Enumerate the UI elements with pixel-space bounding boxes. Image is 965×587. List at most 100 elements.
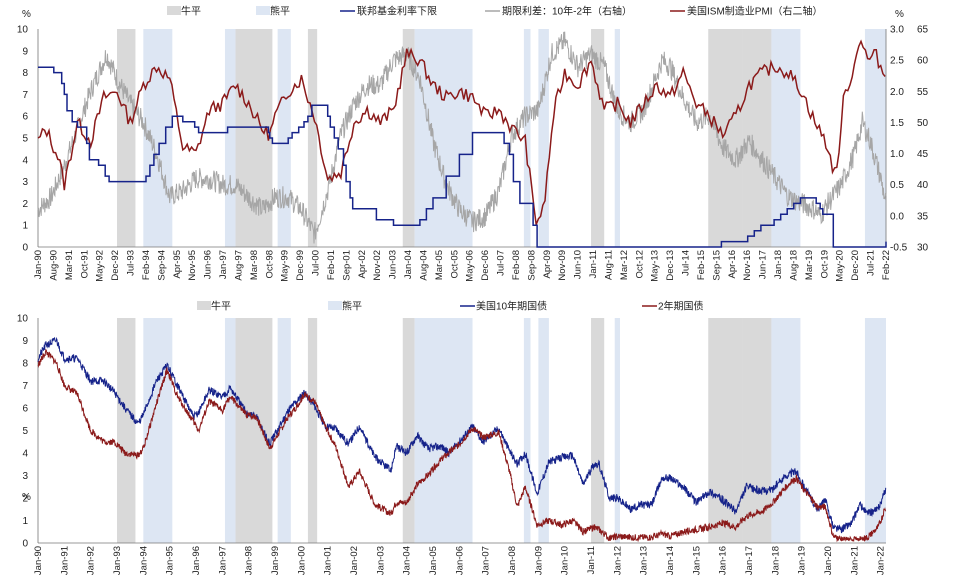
x-tick-label: Jan-22 <box>876 546 887 575</box>
x-tick-label: Dec-20 <box>850 250 861 281</box>
x-tick-label: Aug-97 <box>233 250 244 281</box>
left-unit-label: % <box>22 9 31 20</box>
x-tick-label: Jan-96 <box>191 546 202 575</box>
x-tick-label: Jan-13 <box>639 546 650 575</box>
x-tick-label: Oct-91 <box>79 250 90 279</box>
x-tick-label: Jun-10 <box>573 250 584 279</box>
right2-tick-label: 40 <box>917 180 929 191</box>
legend-bear-label: 熊平 <box>342 300 362 313</box>
bull-flat-band <box>402 318 415 543</box>
x-tick-label: Apr-16 <box>727 250 738 279</box>
term-spread-line <box>37 31 887 244</box>
legend-spread-label: 期限利差：10年-2年（右轴） <box>502 5 632 18</box>
x-tick-label: Feb-94 <box>141 250 152 280</box>
left-tick-label: 0 <box>22 243 28 254</box>
x-tick-label: Jan-99 <box>270 546 281 575</box>
left-tick-label: 4 <box>22 449 28 460</box>
bear-flat-band <box>864 29 886 247</box>
x-tick-label: Oct-05 <box>449 250 460 279</box>
x-tick-label: Aug-90 <box>48 250 59 281</box>
bull-flat-band <box>591 318 605 543</box>
x-tick-label: Sep-01 <box>341 250 352 281</box>
left-tick-label: 9 <box>22 336 28 347</box>
x-tick-label: Jan-97 <box>217 546 228 575</box>
legend-pmi-label: 美国ISM制造业PMI（右二轴） <box>687 5 823 18</box>
legend-bull-label: 牛平 <box>211 300 231 313</box>
right2-tick-label: 55 <box>917 87 929 98</box>
x-tick-label: Jan-08 <box>507 546 518 575</box>
x-tick-label: Mar-05 <box>434 250 445 280</box>
left-tick-label: 3 <box>22 471 28 482</box>
right-tick-label: -0.5 <box>890 243 908 254</box>
x-tick-label: May-20 <box>835 250 846 282</box>
right-tick-label: 0.0 <box>890 211 904 222</box>
left-tick-label: 5 <box>22 426 28 437</box>
right-tick-label: 2.5 <box>890 56 904 67</box>
bear-flat-band <box>771 318 801 543</box>
x-tick-label: Jan-17 <box>744 546 755 575</box>
bear-flat-band <box>523 29 531 247</box>
bear-flat-band <box>614 318 621 543</box>
bear-flat-band <box>538 318 549 543</box>
legend-bear-label: 熊平 <box>270 5 290 18</box>
x-tick-label: Jan-98 <box>244 546 255 575</box>
x-tick-label: Jan-90 <box>33 546 44 575</box>
bull-flat-band <box>117 29 136 247</box>
x-tick-label: Sep-15 <box>711 250 722 281</box>
x-tick-label: Oct-98 <box>264 250 275 279</box>
bear-flat-band <box>614 29 621 247</box>
x-tick-label: Mar-12 <box>619 250 630 280</box>
left-tick-label: 4 <box>22 155 28 166</box>
left-tick-label: 5 <box>22 134 28 145</box>
x-tick-label: Jan-94 <box>138 546 149 575</box>
x-tick-label: Oct-12 <box>634 250 645 279</box>
x-tick-label: Jan-95 <box>165 546 176 575</box>
x-tick-label: Sep-94 <box>156 250 167 281</box>
right2-tick-label: 45 <box>917 149 929 160</box>
fed-funds-floor-line <box>38 66 887 248</box>
treasury-10y-line <box>37 336 887 534</box>
x-tick-label: Jan-00 <box>296 546 307 575</box>
x-tick-label: Jan-15 <box>691 546 702 575</box>
x-tick-label: Jan-91 <box>59 546 70 575</box>
legend-bear-swatch <box>328 301 342 310</box>
bull-flat-band <box>591 29 605 247</box>
x-tick-label: Jan-03 <box>375 546 386 575</box>
legend-fed-label: 联邦基金利率下限 <box>357 5 437 18</box>
legend-bull-swatch <box>167 6 181 15</box>
bottom-chart: 0 1 2 3 4 5 6 7 8 9 10% Jan-90 Jan-91 Jan-92 Jan-93 Jan… <box>17 300 887 576</box>
x-tick-label: Jul-07 <box>496 250 507 276</box>
x-tick-label: Aug-11 <box>603 250 614 280</box>
bull-flat-band <box>742 29 772 247</box>
x-tick-label: Feb-15 <box>696 250 707 280</box>
bull-flat-band <box>307 29 318 247</box>
x-tick-label: May-06 <box>465 250 476 282</box>
bull-flat-band <box>117 318 136 543</box>
x-tick-label: Jan-09 <box>533 546 544 575</box>
right-tick-label: 0.5 <box>890 180 904 191</box>
bear-flat-band <box>414 318 473 543</box>
bull-flat-band <box>235 318 273 543</box>
right-unit-label: % <box>895 9 904 20</box>
x-tick-label: Jan-04 <box>403 250 414 279</box>
x-tick-label: Feb-08 <box>511 250 522 280</box>
left-tick-label: 2 <box>22 494 28 505</box>
right2-tick-label: 35 <box>917 211 929 222</box>
x-tick-label: Jan-20 <box>823 546 834 575</box>
x-tick-label: Jan-07 <box>481 546 492 575</box>
right2-tick-label: 50 <box>917 118 929 129</box>
right-tick-label: 1.5 <box>890 118 904 129</box>
bear-flat-band <box>277 318 291 543</box>
bear-flat-band <box>538 29 549 247</box>
x-tick-label: Jan-18 <box>770 546 781 575</box>
left-tick-label: 7 <box>22 381 28 392</box>
legend-2y-label: 2年期国债 <box>658 300 704 313</box>
left-tick-label: 2 <box>22 199 28 210</box>
x-tick-label: Nov-95 <box>187 250 198 281</box>
bear-flat-band <box>143 318 173 543</box>
x-tick-label: Feb-22 <box>881 250 892 280</box>
x-tick-label: Jan-16 <box>718 546 729 575</box>
x-tick-label: Nov-16 <box>742 250 753 281</box>
x-tick-label: May-92 <box>95 250 106 282</box>
